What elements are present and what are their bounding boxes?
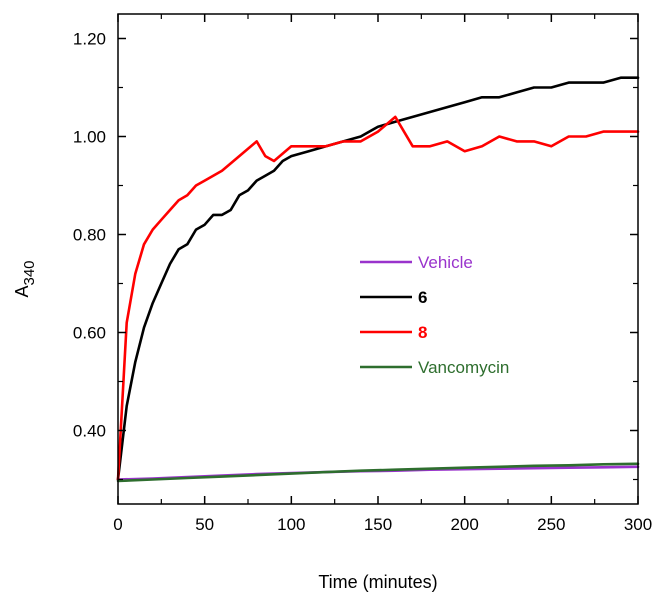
x-tick-label: 0 xyxy=(113,515,122,534)
y-axis-label-subscript: 340 xyxy=(21,260,38,285)
y-tick-label: 0.60 xyxy=(73,324,106,343)
x-tick-label: 250 xyxy=(537,515,565,534)
y-tick-label: 0.80 xyxy=(73,226,106,245)
plot-frame xyxy=(117,13,639,505)
x-tick-label: 200 xyxy=(450,515,478,534)
y-tick-label: 0.40 xyxy=(73,422,106,441)
x-tick-label: 300 xyxy=(624,515,652,534)
series-line-vancomycin xyxy=(116,462,640,483)
ticks-layer: 0 50 100 150 200 250 300 0.40 0.60 0.80 1.00 1.20 xyxy=(73,14,652,534)
legend-label: 8 xyxy=(418,323,427,342)
series-layer xyxy=(116,76,640,483)
x-tick-label: 100 xyxy=(277,515,305,534)
x-tick-label: 150 xyxy=(364,515,392,534)
x-axis-label: Time (minutes) xyxy=(318,572,437,592)
series-line-8 xyxy=(116,115,640,481)
legend-label: Vehicle xyxy=(418,253,473,272)
legend: Vehicle 6 8 Vancomycin xyxy=(360,253,509,377)
y-tick-label: 1.00 xyxy=(73,128,106,147)
series-line-6 xyxy=(116,76,640,481)
y-axis-label-main: A xyxy=(12,286,32,298)
legend-label: Vancomycin xyxy=(418,358,509,377)
y-tick-label: 1.20 xyxy=(73,30,106,49)
x-tick-label: 50 xyxy=(195,515,214,534)
legend-label: 6 xyxy=(418,288,427,307)
y-axis-label: A340 xyxy=(12,260,38,297)
